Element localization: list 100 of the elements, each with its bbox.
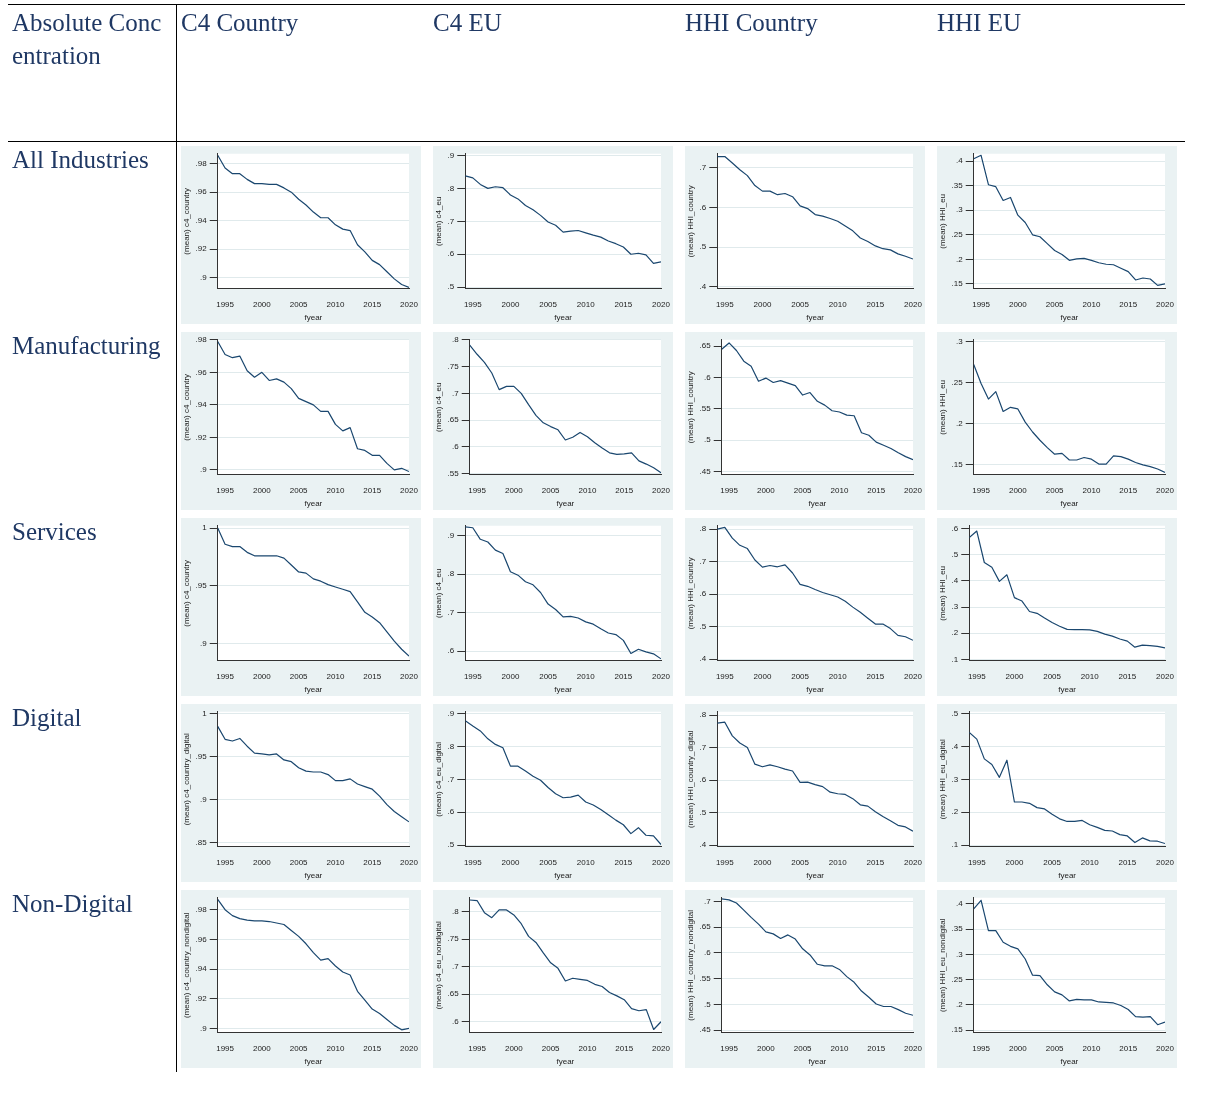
x-tick-label: 2000 bbox=[1005, 857, 1024, 867]
y-tick-label: .6 bbox=[452, 1016, 460, 1026]
x-tick-label: 1995 bbox=[715, 857, 735, 867]
y-axis-title: (mean) c4_country_nondigital bbox=[182, 912, 191, 1018]
y-tick-label: .25 bbox=[951, 974, 964, 984]
y-tick-label: .65 bbox=[447, 415, 460, 425]
y-tick-label: .92 bbox=[195, 993, 208, 1003]
x-tick-label: 1995 bbox=[463, 671, 483, 681]
x-tick-label: 1995 bbox=[463, 299, 483, 309]
x-tick-label: 1995 bbox=[972, 299, 991, 309]
y-tick-label: .55 bbox=[699, 973, 712, 983]
y-tick-label: .8 bbox=[447, 183, 455, 193]
y-tick-label: .7 bbox=[452, 388, 460, 398]
y-tick-label: .5 bbox=[951, 708, 959, 718]
y-axis-title: (mean) c4_country_digital bbox=[182, 733, 191, 826]
y-tick-label: .2 bbox=[956, 1000, 964, 1010]
x-tick-label: 2005 bbox=[539, 857, 558, 867]
x-tick-label: 1995 bbox=[972, 1043, 991, 1053]
x-tick-label: 2000 bbox=[1008, 299, 1028, 309]
y-tick-label: .5 bbox=[951, 549, 959, 559]
x-axis-title: fyear bbox=[806, 685, 825, 695]
y-axis-title: (mean) HHI_country_digital bbox=[686, 730, 695, 828]
text: Absolute Concentration bbox=[8, 4, 177, 142]
x-axis-title: fyear bbox=[1058, 685, 1077, 695]
x-axis-title: fyear bbox=[304, 313, 323, 323]
x-axis-title: fyear bbox=[304, 685, 323, 695]
x-axis-title: fyear bbox=[556, 1057, 575, 1067]
y-tick-label: .45 bbox=[699, 466, 712, 476]
x-tick-label: 2015 bbox=[867, 485, 886, 495]
y-tick-label: .8 bbox=[699, 710, 707, 720]
x-tick-label: 2015 bbox=[866, 671, 885, 681]
y-tick-label: .92 bbox=[195, 432, 208, 442]
x-tick-label: 2020 bbox=[400, 857, 419, 867]
x-tick-label: 2005 bbox=[1043, 857, 1062, 867]
text: HHI EU bbox=[933, 4, 1185, 142]
x-tick-label: 2000 bbox=[501, 857, 520, 867]
x-tick-label: 2000 bbox=[252, 299, 272, 309]
x-tick-label: 2000 bbox=[756, 1043, 776, 1053]
x-tick-label: 2010 bbox=[828, 671, 848, 681]
text: Non-Digital bbox=[8, 886, 177, 1072]
y-tick-label: .7 bbox=[704, 896, 712, 906]
x-tick-label: 2015 bbox=[363, 671, 382, 681]
y-tick-label: .9 bbox=[447, 150, 455, 160]
y-tick-label: .9 bbox=[200, 794, 208, 804]
y-tick-label: .6 bbox=[447, 807, 455, 817]
x-tick-label: 1995 bbox=[720, 485, 739, 495]
x-tick-label: 1995 bbox=[463, 857, 483, 867]
x-axis-title: fyear bbox=[808, 499, 827, 509]
x-tick-label: 2020 bbox=[400, 299, 419, 309]
x-tick-label: 2010 bbox=[1080, 857, 1100, 867]
x-axis-title: fyear bbox=[554, 685, 573, 695]
x-tick-label: 2010 bbox=[326, 485, 345, 495]
x-tick-label: 2010 bbox=[1080, 671, 1100, 681]
x-tick-label: 2015 bbox=[615, 485, 634, 495]
x-tick-label: 2000 bbox=[1005, 671, 1024, 681]
x-tick-label: 2020 bbox=[652, 485, 671, 495]
x-tick-label: 1995 bbox=[967, 671, 987, 681]
x-tick-label: 2005 bbox=[541, 1043, 561, 1053]
y-tick-label: .6 bbox=[452, 442, 460, 452]
y-tick-label: .5 bbox=[447, 282, 455, 292]
y-tick-label: .4 bbox=[956, 156, 964, 166]
y-tick-label: .98 bbox=[195, 904, 208, 914]
x-tick-label: 1995 bbox=[715, 671, 735, 681]
y-tick-label: .9 bbox=[200, 465, 208, 475]
y-axis-title: (mean) HHI_eu_nondigital bbox=[938, 918, 947, 1012]
y-tick-label: .5 bbox=[704, 435, 712, 445]
y-tick-label: .7 bbox=[447, 216, 455, 226]
x-tick-label: 2010 bbox=[830, 485, 849, 495]
x-tick-label: 2020 bbox=[1156, 1043, 1175, 1053]
x-tick-label: 2010 bbox=[1082, 299, 1101, 309]
y-tick-label: .45 bbox=[699, 1025, 712, 1035]
x-tick-label: 2015 bbox=[363, 299, 382, 309]
y-tick-label: .9 bbox=[447, 530, 455, 540]
x-tick-label: 1995 bbox=[216, 671, 235, 681]
x-tick-label: 2015 bbox=[866, 299, 885, 309]
y-axis-title: (mean) c4_eu bbox=[434, 568, 443, 618]
y-tick-label: .1 bbox=[951, 654, 959, 664]
y-axis-title: (mean) HHI_country bbox=[686, 557, 695, 630]
x-tick-label: 2020 bbox=[1156, 671, 1175, 681]
x-tick-label: 2020 bbox=[904, 485, 923, 495]
x-tick-label: 2015 bbox=[614, 299, 633, 309]
y-tick-label: .5 bbox=[699, 807, 707, 817]
y-tick-label: .96 bbox=[195, 187, 208, 197]
x-tick-label: 2005 bbox=[289, 671, 309, 681]
x-tick-label: 2010 bbox=[578, 485, 597, 495]
x-tick-label: 2005 bbox=[791, 671, 810, 681]
y-axis-title: (mean) c4_eu bbox=[434, 382, 443, 432]
y-tick-label: .6 bbox=[447, 249, 455, 259]
x-tick-label: 2005 bbox=[793, 485, 813, 495]
x-tick-label: 2005 bbox=[793, 1043, 813, 1053]
y-tick-label: .96 bbox=[195, 934, 208, 944]
y-tick-label: .7 bbox=[447, 774, 455, 784]
y-tick-label: .8 bbox=[452, 335, 460, 344]
y-tick-label: .65 bbox=[447, 989, 460, 999]
x-tick-label: 2015 bbox=[866, 857, 885, 867]
x-tick-label: 1995 bbox=[715, 299, 735, 309]
x-tick-label: 2010 bbox=[1082, 1043, 1101, 1053]
y-tick-label: .75 bbox=[447, 361, 460, 371]
x-axis-title: fyear bbox=[1060, 499, 1079, 509]
text: Digital bbox=[8, 700, 177, 886]
